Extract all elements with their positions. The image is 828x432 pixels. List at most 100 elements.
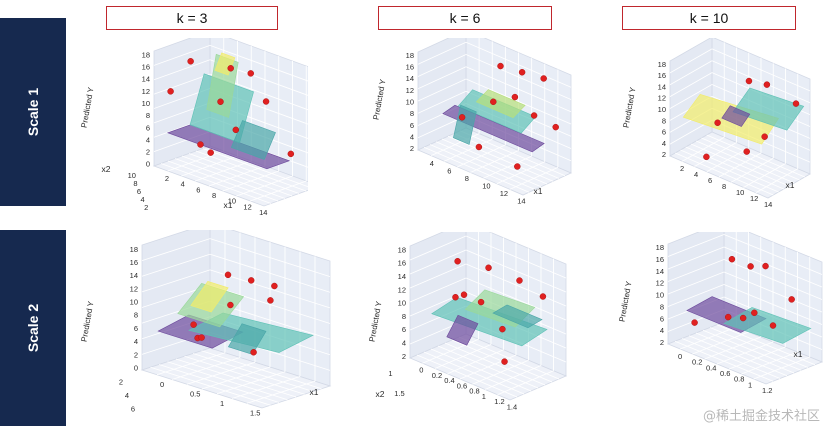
x-tick-label: 4 xyxy=(694,170,698,179)
gridline xyxy=(702,329,802,371)
gridline xyxy=(711,60,811,104)
z-tick-label: 8 xyxy=(410,109,414,118)
x-axis-title: x1 xyxy=(534,186,543,196)
data-point xyxy=(262,98,270,105)
gridline xyxy=(465,249,567,293)
gridline xyxy=(222,170,279,192)
gridline xyxy=(669,84,713,109)
data-point xyxy=(497,62,504,70)
z-tick-label: 16 xyxy=(656,255,664,264)
gridline xyxy=(192,353,314,392)
gridline xyxy=(458,336,560,380)
x-tick-label: 12 xyxy=(243,202,251,211)
z-axis-title: Predicted Y xyxy=(80,300,96,343)
data-point xyxy=(227,65,234,72)
data-point xyxy=(475,143,483,151)
plot-svg: 18 16 14 12 10 8 6 4 2 4 6 8 10 12 14 Predicted Y x1 xyxy=(372,38,572,205)
gridline xyxy=(209,253,331,293)
gridline xyxy=(729,346,786,370)
gridline xyxy=(181,155,293,197)
y-axis-title: x2 xyxy=(376,389,385,399)
data-point xyxy=(454,257,461,265)
plot-scale2-k10: 18 16 14 12 10 8 6 4 2 0 0.2 0.4 0.6 0.8 1 1.2 Predicted… xyxy=(610,232,826,402)
data-point xyxy=(763,81,771,88)
gridline xyxy=(441,138,548,185)
z-tick-label: 4 xyxy=(146,135,150,144)
gridline xyxy=(153,73,211,95)
gridline xyxy=(706,134,805,178)
row-label-scale-1: Scale 1 xyxy=(0,18,66,206)
k-label-text: k = 6 xyxy=(449,10,481,26)
z-tick-label: 16 xyxy=(658,71,666,80)
data-point xyxy=(539,293,547,300)
gridline xyxy=(667,259,725,282)
data-point xyxy=(739,314,747,322)
plot-scale1-k10: 18 16 14 12 10 8 6 4 2 2 4 6 8 10 12 14 Predicted Y x1 xyxy=(612,38,822,213)
gridline xyxy=(188,153,300,194)
z-tick-label: 18 xyxy=(130,245,138,254)
gridline xyxy=(250,180,307,202)
gridlines xyxy=(667,232,823,382)
x-tick-label: 0.5 xyxy=(190,389,200,398)
z-axis-title: Predicted Y xyxy=(622,86,638,129)
z-tick-label: 0 xyxy=(134,364,138,373)
z-tick-label: 14 xyxy=(130,271,138,280)
z-tick-label: 12 xyxy=(398,285,406,294)
prediction-surface xyxy=(475,89,526,119)
data-point xyxy=(267,297,274,304)
x-tick-label: 12 xyxy=(500,189,508,198)
z-tick-label: 12 xyxy=(130,284,138,293)
gridline xyxy=(141,269,211,293)
y-tick-label: 1.5 xyxy=(394,389,404,398)
data-point xyxy=(477,298,485,306)
x-axis-title: x1 xyxy=(310,387,319,397)
gridline xyxy=(195,150,307,192)
z-tick-label: 16 xyxy=(142,63,150,72)
gridline xyxy=(690,143,790,187)
z-tick-label: 10 xyxy=(142,99,150,108)
x-tick-label: 0 xyxy=(678,352,682,361)
z-axis-title: Predicted Y xyxy=(372,78,388,121)
gridline xyxy=(447,135,554,182)
gridline xyxy=(141,253,211,277)
data-point xyxy=(187,58,194,65)
x-tick-label: 0.4 xyxy=(444,376,454,385)
gridline xyxy=(409,249,467,275)
data-point xyxy=(247,277,255,284)
z-tick-label: 6 xyxy=(146,123,150,132)
gridline xyxy=(723,246,823,288)
z-tick-label: 6 xyxy=(662,128,666,137)
z-tick-label: 2 xyxy=(402,352,406,361)
data-point xyxy=(703,153,710,161)
x-tick-label: 0.8 xyxy=(734,375,744,384)
gridline xyxy=(184,355,305,395)
gridline xyxy=(417,90,467,114)
watermark: @稀土掘金技术社区 xyxy=(702,409,820,424)
plot-scale1-k6: 18 16 14 12 10 8 6 4 2 4 6 8 10 12 14 Predicted Y x1 xyxy=(360,38,575,208)
z-tick-label: 18 xyxy=(398,245,406,254)
z-tick-label: 16 xyxy=(130,258,138,267)
gridline xyxy=(701,137,800,181)
x-tick-label: 1 xyxy=(220,399,224,408)
x-tick-label: 14 xyxy=(259,208,267,217)
row-label-text: Scale 1 xyxy=(24,87,41,137)
z-axis-title: Predicted Y xyxy=(368,300,384,343)
z-tick-label: 6 xyxy=(134,324,138,333)
data-point xyxy=(514,163,521,170)
k-label-3: k = 3 xyxy=(106,6,278,30)
data-point xyxy=(167,88,174,95)
z-tick-label: 18 xyxy=(142,50,150,59)
z-tick-label: 2 xyxy=(410,144,414,153)
gridline xyxy=(723,234,823,275)
z-tick-label: 2 xyxy=(662,150,666,159)
data-point xyxy=(490,98,497,106)
data-point xyxy=(452,293,459,301)
gridline xyxy=(483,155,532,179)
x-tick-label: 14 xyxy=(764,200,772,209)
z-tick-label: 4 xyxy=(410,132,414,141)
gridline xyxy=(667,234,725,257)
gridline xyxy=(497,370,554,396)
data-point xyxy=(751,309,758,317)
gridline xyxy=(741,351,798,375)
gridline xyxy=(743,163,786,188)
